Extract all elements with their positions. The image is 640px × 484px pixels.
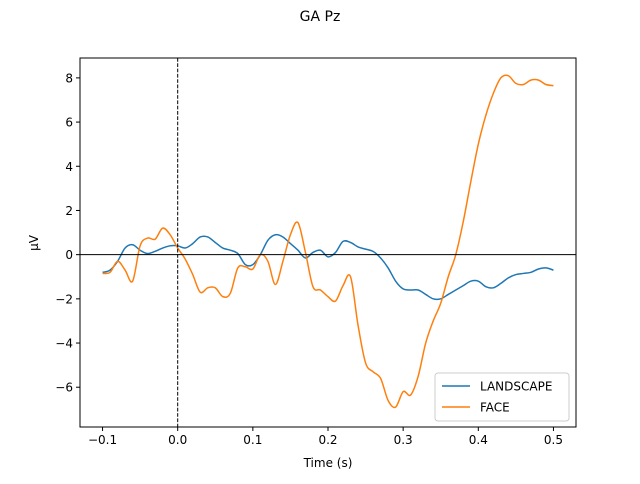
series-line-face (102, 74, 554, 409)
x-tick-label: 0.3 (394, 433, 413, 447)
y-axis-label: µV (27, 234, 41, 251)
series-lines (102, 74, 554, 409)
y-tick-label: 4 (65, 160, 73, 174)
x-axis-label: Time (s) (303, 456, 353, 470)
axes-frame (79, 57, 577, 428)
y-tick-label: 6 (65, 116, 73, 130)
x-axis-ticks: −0.1 0.0 0.1 0.2 0.3 0.4 0.5 (88, 427, 563, 447)
x-tick-label: −0.1 (88, 433, 117, 447)
legend-label-landscape: LANDSCAPE (480, 380, 552, 394)
x-tick-label: 0.2 (318, 433, 337, 447)
x-tick-label: 0.5 (544, 433, 563, 447)
x-tick-label: 0.4 (469, 433, 488, 447)
plot-area (79, 57, 577, 428)
legend: LANDSCAPE FACE (434, 372, 570, 422)
y-tick-label: 2 (65, 204, 73, 218)
series-line-landscape (102, 233, 554, 301)
y-tick-label: −4 (55, 337, 73, 351)
legend-label-face: FACE (480, 401, 510, 415)
y-tick-label: −2 (55, 292, 73, 306)
x-tick-label: 0.0 (168, 433, 187, 447)
y-tick-label: 0 (65, 248, 73, 262)
legend-box (434, 372, 570, 422)
y-axis-ticks: −6 −4 −2 0 2 4 6 8 (55, 71, 80, 395)
y-tick-label: 8 (65, 71, 73, 85)
reference-lines (80, 58, 576, 427)
y-tick-label: −6 (55, 381, 73, 395)
x-tick-label: 0.1 (243, 433, 262, 447)
chart-title: GA Pz (300, 9, 341, 25)
